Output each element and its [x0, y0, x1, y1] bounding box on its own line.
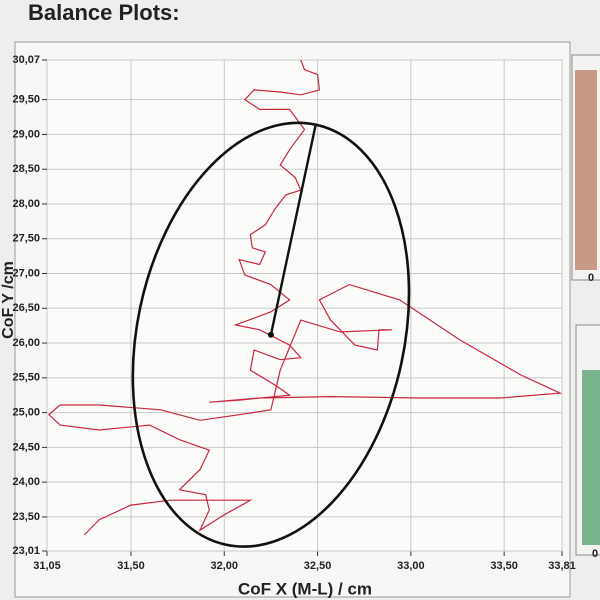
x-tick-label: 33,81 — [548, 560, 576, 572]
x-axis-label: CoF X (M-L) / cm — [238, 579, 372, 598]
y-tick-label: 29,00 — [12, 128, 40, 140]
plot-area — [46, 59, 563, 552]
y-tick-label: 29,50 — [12, 94, 40, 106]
x-tick-label: 33,50 — [490, 560, 518, 572]
x-tick-label: 31,50 — [117, 560, 145, 572]
x-tick-label: 32,00 — [210, 560, 238, 572]
side-label: 0 — [588, 272, 594, 284]
major-axis — [269, 124, 317, 335]
x-tick-label: 32,50 — [304, 560, 332, 572]
chart-title: Balance Plots: — [28, 0, 180, 25]
side-histogram — [575, 70, 597, 270]
y-tick-label: 26,00 — [12, 337, 40, 349]
side-label: 0 — [592, 548, 598, 560]
y-tick-label: 28,50 — [12, 163, 40, 175]
side-histogram — [582, 370, 600, 545]
y-tick-label: 25,00 — [12, 407, 40, 419]
y-tick-label: 23,01 — [12, 545, 40, 557]
x-tick-label: 31,05 — [33, 560, 61, 572]
y-tick-label: 27,50 — [12, 233, 40, 245]
y-tick-label: 23,50 — [12, 511, 40, 523]
y-tick-label: 27,00 — [12, 267, 40, 279]
y-tick-label: 25,50 — [12, 372, 40, 384]
y-axis-label: CoF Y /cm — [0, 261, 17, 339]
y-tick-label: 30,07 — [12, 54, 40, 66]
x-tick-label: 33,00 — [397, 560, 425, 572]
y-tick-label: 28,00 — [12, 198, 40, 210]
y-tick-label: 24,00 — [12, 476, 40, 488]
confidence-ellipse — [131, 121, 411, 548]
ellipse-center — [267, 331, 274, 338]
y-tick-label: 24,50 — [12, 441, 40, 453]
sway-path — [48, 59, 563, 536]
y-tick-label: 26,50 — [12, 302, 40, 314]
